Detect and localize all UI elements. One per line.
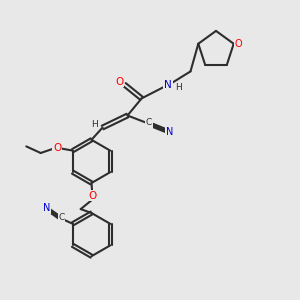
Text: N: N bbox=[166, 127, 173, 137]
Text: O: O bbox=[235, 39, 243, 49]
Text: O: O bbox=[53, 142, 61, 153]
Text: N: N bbox=[164, 80, 172, 91]
Text: N: N bbox=[43, 203, 50, 213]
Text: C: C bbox=[58, 213, 65, 222]
Text: O: O bbox=[88, 190, 96, 201]
Text: C: C bbox=[146, 118, 152, 127]
Text: O: O bbox=[115, 76, 123, 87]
Text: H: H bbox=[91, 120, 98, 129]
Text: H: H bbox=[175, 83, 182, 92]
